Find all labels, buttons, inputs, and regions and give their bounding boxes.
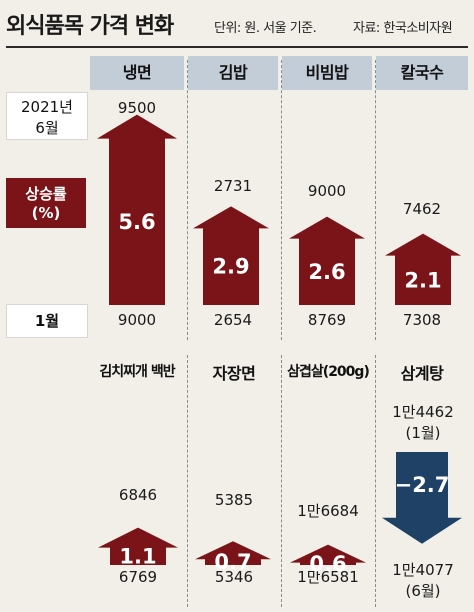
header-bibimbap: 비빔밥: [282, 56, 372, 90]
source-note: 자료: 한국소비자원: [353, 21, 453, 36]
rate-arrow-4: [385, 233, 461, 305]
rate-label-6: 0.7: [214, 550, 251, 574]
header-gimbap: 김밥: [188, 56, 278, 90]
label-june-2021: 2021년 6월: [6, 92, 88, 140]
unit-note: 단위: 원. 서울 기준.: [214, 21, 317, 36]
header-samgyetang: 삼계탕: [400, 364, 444, 383]
price-june-jajangmyeon: 5385: [214, 491, 254, 509]
column-divider: [375, 60, 376, 340]
price-january-gimbap: 2654: [213, 311, 253, 329]
price-june-samgyeopsal: 1만6684: [297, 502, 359, 520]
label-rate: 상승률 (%): [6, 178, 86, 228]
column-divider: [187, 355, 188, 607]
label-january: 1월: [6, 304, 88, 338]
price-january-naengmyeon: 9000: [117, 311, 157, 329]
price-january-jajangmyeon: 5346: [214, 568, 254, 586]
price-june-samgyetang-note: (6월): [405, 582, 441, 600]
price-january-samgyetang-note: (1월): [405, 424, 441, 442]
label-june-line2: 6월: [35, 119, 59, 137]
rate-arrow-1: [97, 114, 177, 305]
price-january-samgyeopsal: 1만6581: [297, 568, 359, 586]
header-naengmyeon: 냉면: [90, 56, 184, 90]
rate-label-4: 2.1: [404, 268, 441, 292]
price-january-samgyetang: 1만4462: [392, 403, 454, 421]
rate-label-2: 2.9: [212, 255, 249, 279]
title-rule: [6, 46, 468, 48]
price-january-bibimbap: 8769: [307, 311, 347, 329]
rate-arrow-7: [290, 544, 366, 565]
price-january-kimchi-jjigae: 6769: [118, 568, 158, 586]
rate-arrow-8: [382, 452, 462, 544]
label-june-line1: 2021년: [21, 98, 73, 116]
header-kalguksu: 칼국수: [376, 56, 468, 90]
price-june-samgyetang: 1만4077: [392, 561, 454, 579]
rate-label-1: 5.6: [118, 210, 155, 234]
column-divider: [281, 355, 282, 607]
rate-label-7: 0.6: [309, 552, 346, 576]
rate-arrow-2: [193, 206, 269, 305]
header-kimchi-jjigae: 김치찌개 백반: [99, 364, 175, 380]
rate-label-8: −2.7: [395, 473, 450, 497]
header-jajangmyeon: 자장면: [212, 364, 256, 383]
rate-arrow-6: [195, 541, 271, 565]
column-divider: [281, 60, 282, 340]
header-samgyeopsal: 삼겹살(200g): [287, 364, 370, 380]
chart-title: 외식품목 가격 변화: [6, 14, 174, 39]
rate-arrow-5: [98, 527, 178, 565]
price-june-kalguksu: 7462: [402, 200, 442, 218]
rate-label-5: 1.1: [119, 544, 156, 568]
column-divider: [375, 355, 376, 607]
rate-arrow-3: [289, 216, 365, 305]
price-january-kalguksu: 7308: [402, 311, 442, 329]
price-june-kimchi-jjigae: 6846: [118, 486, 158, 504]
label-rate-line1: 상승률: [25, 185, 67, 203]
price-june-bibimbap: 9000: [307, 182, 347, 200]
rate-label-3: 2.6: [308, 260, 345, 284]
column-divider: [187, 60, 188, 340]
price-june-gimbap: 2731: [213, 177, 253, 195]
price-june-naengmyeon: 9500: [117, 99, 157, 117]
label-rate-line2: (%): [31, 204, 61, 222]
